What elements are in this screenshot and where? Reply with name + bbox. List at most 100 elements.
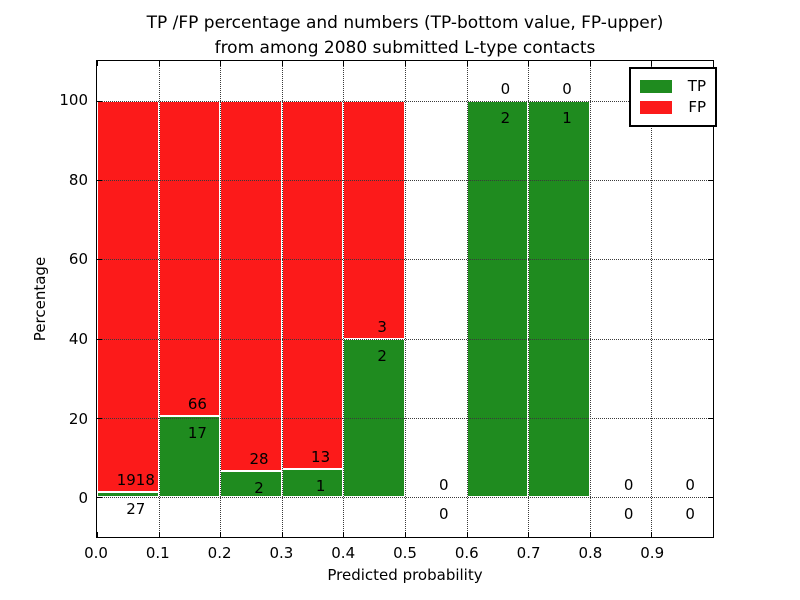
bar-segment-tp xyxy=(220,470,282,498)
y-axis-label: Percentage xyxy=(31,256,49,342)
y-tick-right xyxy=(708,338,713,340)
bar-segment-tp xyxy=(97,491,159,498)
legend-label-tp: TP xyxy=(687,77,706,95)
x-tick-top xyxy=(651,61,653,66)
fp-count-label: 0 xyxy=(685,476,695,495)
x-tick-bottom xyxy=(343,532,345,537)
gridline-vertical xyxy=(405,61,406,537)
x-tick-label: 0.6 xyxy=(454,544,479,562)
bar-segment-fp xyxy=(97,100,159,492)
tp-count-label: 2 xyxy=(254,478,264,497)
y-tick-left xyxy=(97,338,102,340)
x-tick-top xyxy=(528,61,530,66)
y-tick-label: 60 xyxy=(68,250,88,269)
tp-count-label: 0 xyxy=(439,505,449,524)
x-tick-bottom xyxy=(589,532,591,537)
y-tick-label: 0 xyxy=(78,489,88,508)
tp-count-label: 1 xyxy=(562,108,572,127)
y-tick-left xyxy=(97,497,102,499)
fp-count-label: 13 xyxy=(311,448,331,467)
y-tick-right xyxy=(708,497,713,499)
x-tick-bottom xyxy=(158,532,160,537)
bar-segment-fp xyxy=(220,100,282,471)
fp-count-label: 0 xyxy=(562,79,572,98)
chart-title-line2: from among 2080 submitted L-type contact… xyxy=(214,38,596,58)
gridline-vertical xyxy=(281,61,283,537)
x-tick-top xyxy=(589,61,591,66)
x-tick-top xyxy=(405,61,406,66)
tp-count-label: 0 xyxy=(685,505,695,524)
tp-count-label: 17 xyxy=(187,424,207,443)
x-tick-top xyxy=(343,61,345,66)
fp-count-label: 28 xyxy=(249,449,269,468)
x-tick-top xyxy=(281,61,283,66)
gridline-vertical xyxy=(466,61,468,537)
fp-count-label: 0 xyxy=(500,79,511,98)
gridline-vertical xyxy=(589,61,591,537)
bar-segment-tp xyxy=(466,100,529,498)
y-tick-left xyxy=(97,259,102,261)
bar-segment-fp xyxy=(343,100,405,339)
fp-count-label: 1918 xyxy=(116,470,155,489)
fp-count-label: 3 xyxy=(377,317,387,336)
x-tick-top xyxy=(713,61,714,66)
bar-segment-tp xyxy=(158,416,221,498)
fp-count-label: 0 xyxy=(439,476,449,495)
fp-count-label: 0 xyxy=(623,476,634,495)
x-tick-top xyxy=(158,61,160,66)
legend: TP FP xyxy=(629,67,717,127)
y-tick-right xyxy=(708,180,713,181)
x-tick-label: 0.1 xyxy=(145,544,170,562)
y-tick-left xyxy=(97,100,102,102)
legend-entry-tp: TP xyxy=(640,77,706,95)
x-tick-bottom xyxy=(220,532,222,537)
bar-segment-fp xyxy=(281,100,344,469)
x-tick-label: 0.4 xyxy=(331,544,356,562)
x-tick-bottom xyxy=(466,532,468,537)
x-tick-label: 0.3 xyxy=(269,544,294,562)
x-tick-top xyxy=(466,61,468,66)
y-tick-right xyxy=(708,418,713,419)
fp-color-swatch xyxy=(640,100,672,114)
tp-color-swatch xyxy=(640,79,672,93)
x-tick-label: 0.2 xyxy=(207,544,232,562)
chart-title-line1: TP /FP percentage and numbers (TP-bottom… xyxy=(146,13,664,33)
legend-label-fp: FP xyxy=(688,98,706,116)
gridline-vertical xyxy=(343,61,345,537)
y-tick-label: 100 xyxy=(59,90,88,109)
gridline-vertical xyxy=(220,61,222,537)
bar-segment-tp xyxy=(281,469,344,498)
x-tick-bottom xyxy=(405,532,406,537)
tp-count-label: 1 xyxy=(315,477,326,496)
x-tick-label: 0.7 xyxy=(516,544,541,562)
bar-segment-tp xyxy=(528,100,590,498)
x-tick-top xyxy=(97,61,98,66)
y-tick-label: 20 xyxy=(68,409,88,428)
x-tick-top xyxy=(220,61,222,66)
tp-count-label: 0 xyxy=(623,505,634,524)
gridline-vertical xyxy=(528,61,530,537)
tp-count-label: 2 xyxy=(500,108,511,127)
gridline-vertical xyxy=(651,61,653,537)
legend-entry-fp: FP xyxy=(640,98,706,116)
x-tick-label: 0.0 xyxy=(84,544,108,562)
x-tick-bottom xyxy=(281,532,283,537)
chart-title: TP /FP percentage and numbers (TP-bottom… xyxy=(96,11,714,61)
x-tick-bottom xyxy=(713,532,714,537)
y-tick-left xyxy=(97,418,102,419)
y-tick-right xyxy=(708,259,713,261)
y-tick-label: 40 xyxy=(68,329,88,348)
x-tick-label: 0.5 xyxy=(393,544,417,562)
tp-count-label: 2 xyxy=(377,346,387,365)
plot-area: TP FP 1918 27 66 17 28 2 13 1 3 2 0 0 0 2 0 1 0 0 0 0 xyxy=(96,60,717,538)
y-tick-left xyxy=(97,180,102,181)
x-axis-label: Predicted probability xyxy=(327,566,483,584)
tp-count-label: 27 xyxy=(126,499,146,518)
x-tick-bottom xyxy=(651,532,653,537)
y-tick-label: 80 xyxy=(68,170,88,189)
gridline-vertical xyxy=(158,61,160,537)
x-tick-bottom xyxy=(528,532,530,537)
fp-count-label: 66 xyxy=(187,395,207,414)
x-tick-label: 0.9 xyxy=(640,544,665,562)
